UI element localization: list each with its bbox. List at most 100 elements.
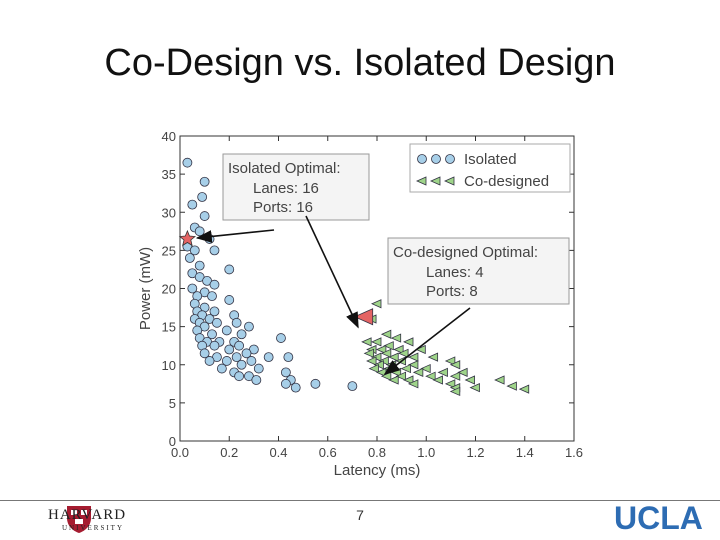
codesigned-point [494, 375, 505, 385]
codesigned-optimal-ports: Ports: 8 [426, 283, 478, 300]
codesigned-point [506, 381, 517, 391]
codesigned-point [368, 363, 379, 374]
ucla-logo: UCLA [614, 500, 703, 536]
isolated-point [207, 329, 217, 340]
codesigned-point [398, 348, 409, 358]
legend-codesigned-label: Co-designed [464, 173, 549, 190]
x-axis-label: Latency (ms) [334, 462, 421, 479]
isolated-point [244, 321, 254, 332]
isolated-optimal-ports: Ports: 16 [253, 199, 313, 216]
codesigned-point [420, 363, 431, 374]
codesigned-point [449, 386, 461, 397]
codesigned-point [371, 337, 382, 347]
isolated-point [221, 325, 232, 336]
isolated-point [187, 199, 198, 210]
codesigned-point [373, 360, 384, 370]
isolated-point [199, 176, 210, 187]
codesigned-optimal-marker [353, 308, 374, 326]
isolated-point [231, 352, 242, 363]
codesigned-point [407, 360, 419, 370]
y-tick-label: 5 [169, 396, 176, 411]
codesigned-point [427, 352, 439, 362]
footer-divider [0, 500, 720, 501]
isolated-point [234, 371, 244, 382]
isolated-point [187, 283, 198, 294]
harvard-logo-subtext: UNIVERSITY [62, 524, 124, 532]
y-tick-label: 35 [162, 167, 176, 182]
isolated-point [199, 211, 210, 221]
isolated-point [224, 295, 235, 305]
isolated-optimal-title: Isolated Optimal: [228, 160, 341, 177]
y-tick-label: 40 [162, 129, 176, 144]
isolated-point [212, 317, 222, 328]
codesigned-point [371, 299, 382, 309]
y-tick-label: 0 [169, 434, 176, 449]
isolated-point [194, 226, 205, 237]
isolated-point [231, 317, 242, 328]
x-tick-label: 1.2 [466, 445, 484, 460]
isolated-point [209, 279, 220, 290]
codesigned-point [464, 375, 475, 385]
harvard-shield-icon [67, 506, 91, 533]
codesigned-point [449, 360, 461, 370]
page-number: 7 [356, 507, 364, 523]
codesigned-point [380, 329, 392, 339]
codesigned-point [437, 367, 448, 377]
isolated-point [182, 157, 193, 168]
isolated-optimal-arrow [195, 229, 275, 243]
scatter-chart: 0.0 0.2 0.4 0.6 0.8 1.0 1.2 1.4 1.6 0 5 10 15 20 25 30 3… [137, 129, 583, 479]
legend-isolated-marker [417, 154, 427, 164]
y-tick-label: 25 [162, 243, 176, 258]
isolated-point [204, 356, 215, 366]
codesigned-point [449, 371, 461, 381]
isolated-point [234, 340, 244, 351]
codesigned-point [403, 337, 414, 347]
codesigned-point [412, 367, 424, 377]
harvard-logo-text: HARVARD [48, 507, 127, 523]
legend-isolated-label: Isolated [464, 151, 517, 168]
codesigned-point [395, 371, 407, 381]
isolated-point [276, 333, 286, 343]
slide-title: Co-Design vs. Isolated Design [104, 42, 616, 84]
legend-codesigned-marker [430, 176, 441, 186]
isolated-point [184, 253, 195, 263]
codesigned-optimal-title: Co-designed Optimal: [393, 244, 538, 261]
isolated-point [209, 245, 220, 256]
codesigned-point [469, 383, 480, 393]
x-tick-label: 0.4 [269, 445, 287, 460]
legend-isolated-marker [445, 154, 455, 164]
isolated-point [236, 329, 247, 340]
legend-box [409, 143, 571, 193]
x-tick-label: 0.8 [368, 445, 386, 460]
y-tick-label: 15 [162, 320, 176, 335]
codesigned-point [363, 348, 375, 358]
isolated-point [280, 378, 291, 389]
isolated-point [224, 344, 235, 355]
codesigned-point [407, 379, 419, 389]
x-tick-label: 1.0 [417, 445, 435, 460]
codesigned-point [371, 352, 382, 362]
isolated-point [199, 348, 210, 359]
codesigned-point [407, 352, 419, 362]
isolated-point [251, 375, 262, 385]
isolated-point [194, 260, 205, 271]
isolated-optimal-box [222, 153, 370, 221]
isolated-to-codesigned-arrow [305, 215, 359, 329]
isolated-point [280, 367, 291, 378]
isolated-point [241, 348, 252, 359]
isolated-point [236, 359, 247, 370]
codesigned-point [444, 379, 456, 389]
isolated-point [347, 381, 358, 392]
x-tick-label: 0.6 [319, 445, 337, 460]
codesigned-optimal-lanes: Lanes: 4 [426, 264, 484, 281]
isolated-point [263, 352, 274, 363]
isolated-point [246, 356, 257, 366]
y-tick-label: 10 [162, 358, 176, 373]
isolated-optimal-star [178, 229, 196, 247]
codesigned-point [380, 348, 392, 358]
isolated-point [310, 378, 321, 389]
isolated-point [290, 382, 301, 393]
codesigned-point [457, 367, 468, 377]
codesigned-point [425, 371, 436, 381]
x-tick-label: 1.4 [516, 445, 534, 460]
